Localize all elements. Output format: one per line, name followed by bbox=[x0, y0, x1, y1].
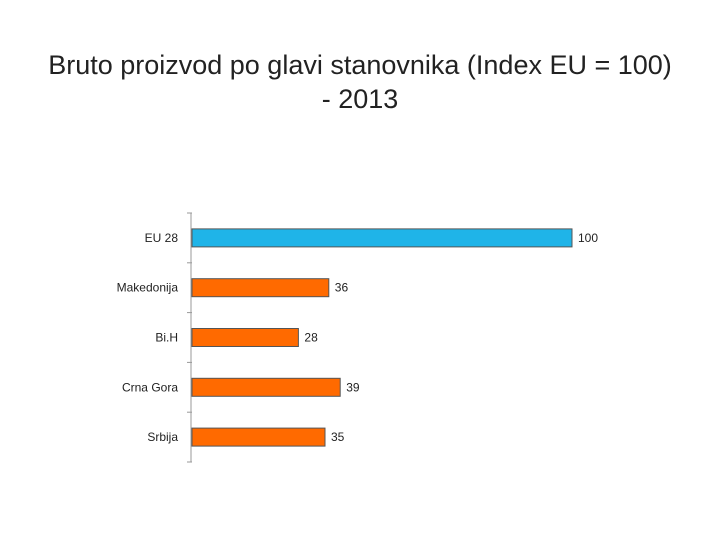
value-label: 35 bbox=[331, 430, 345, 444]
category-label: Srbija bbox=[147, 430, 178, 444]
bar-eu-28 bbox=[191, 228, 573, 248]
category-label: Crna Gora bbox=[122, 380, 178, 394]
value-label: 39 bbox=[346, 380, 360, 394]
bar-makedonija bbox=[191, 278, 330, 298]
value-label: 36 bbox=[335, 281, 349, 295]
bar-bi-h bbox=[191, 328, 299, 347]
category-label: Makedonija bbox=[117, 281, 179, 295]
category-label: Bi.H bbox=[155, 331, 178, 345]
slide-title: Bruto proizvod po glavi stanovnika (Inde… bbox=[48, 50, 672, 114]
value-label: 28 bbox=[304, 331, 318, 345]
bar-crna-gora bbox=[191, 377, 341, 397]
bar-srbija bbox=[191, 427, 326, 447]
value-label: 100 bbox=[578, 231, 598, 245]
category-label: EU 28 bbox=[145, 231, 179, 245]
